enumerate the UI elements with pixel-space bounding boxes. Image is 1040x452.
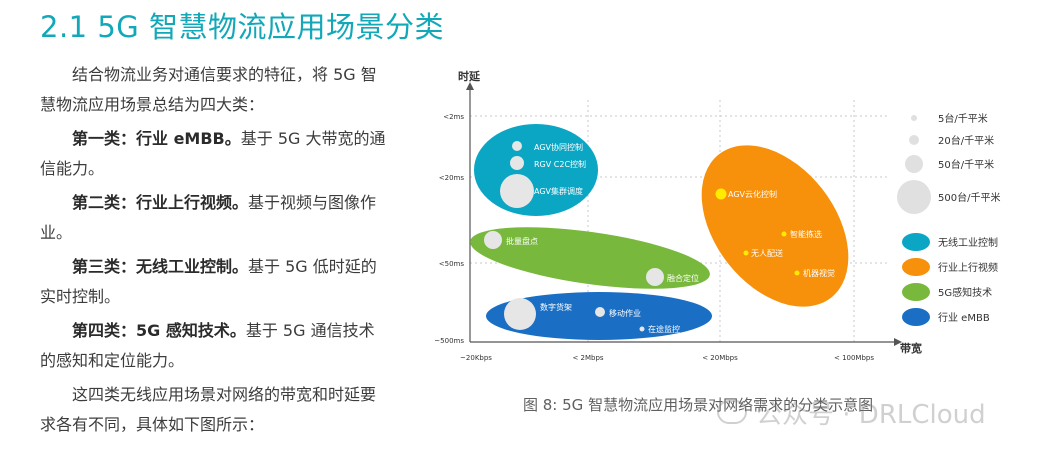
- color-legend-label: 行业上行视频: [938, 261, 998, 274]
- x-tick-label: < 20Mbps: [702, 354, 738, 362]
- x-tick-label: < 100Mbps: [834, 354, 874, 362]
- diagram-svg: 时延 带宽 <2ms <20ms <50ms ~500ms ~20Kbps < …: [434, 69, 1000, 362]
- y-axis-arrow: [466, 82, 474, 90]
- point-label: 机器视觉: [803, 268, 835, 278]
- point-label: 在途监控: [648, 324, 680, 334]
- y-tick-label: <20ms: [439, 174, 465, 182]
- color-legend-swatch: [902, 283, 930, 301]
- x-tick-label: ~20Kbps: [460, 354, 492, 362]
- axes: [466, 82, 902, 346]
- point-label: AGV集群调度: [534, 186, 583, 196]
- x-tick-label: < 2Mbps: [572, 354, 603, 362]
- x-axis-title: 带宽: [900, 341, 922, 355]
- watermark-logo-icon: [717, 400, 747, 424]
- paragraph-type-4: 第四类：5G 感知技术。基于 5G 通信技术的感知和定位能力。: [40, 321, 375, 370]
- color-legend-swatch: [902, 308, 930, 326]
- point-unmanned-delivery: [743, 250, 749, 256]
- point-label: 融合定位: [667, 273, 699, 283]
- group-ellipse-industrial-control: [474, 124, 598, 216]
- point-label: 移动作业: [609, 308, 641, 318]
- figure-caption: 图 8: 5G 智慧物流应用场景对网络需求的分类示意图: [523, 396, 874, 414]
- color-legend-swatch: [902, 233, 930, 251]
- group-ellipse-uplink-video: [701, 145, 849, 307]
- point-fused-positioning: [646, 268, 664, 286]
- point-label: RGV C2C控制: [534, 159, 586, 169]
- size-legend-marker: [905, 155, 923, 173]
- size-legend-label: 20台/千平米: [938, 134, 994, 147]
- point-label: 无人配送: [751, 248, 783, 258]
- y-axis-title: 时延: [458, 69, 481, 83]
- size-legend-label: 5台/千平米: [938, 112, 988, 125]
- body-text: 结合物流业务对通信要求的特征，将 5G 智慧物流应用场景总结为四大类： 第一类：…: [40, 60, 390, 444]
- color-legend-label: 5G感知技术: [938, 286, 992, 299]
- scenario-diagram: 时延 带宽 <2ms <20ms <50ms ~500ms ~20Kbps < …: [420, 60, 1020, 370]
- y-tick-label: <2ms: [443, 113, 464, 121]
- point-label: 智能拣选: [790, 229, 822, 239]
- y-tick-label: ~500ms: [434, 337, 464, 345]
- point-smart-picking: [781, 231, 787, 237]
- point-in-transit-monitoring: [639, 326, 645, 332]
- watermark: 公众号 · DRLCloud: [756, 400, 986, 430]
- size-legend-label: 500台/千平米: [938, 191, 1000, 204]
- size-legend-marker: [897, 180, 931, 214]
- color-legend-swatch: [902, 258, 930, 276]
- color-legend-label: 无线工业控制: [938, 236, 998, 249]
- size-legend-marker: [909, 135, 919, 145]
- paragraph-type-1: 第一类：行业 eMBB。基于 5G 大带宽的通信能力。: [40, 129, 386, 178]
- size-legend: 5台/千平米 20台/千平米 50台/千平米 500台/千平米: [897, 112, 1000, 214]
- page-title: 2.1 5G 智慧物流应用场景分类: [40, 10, 444, 44]
- color-legend: 无线工业控制 行业上行视频 5G感知技术 行业 eMBB: [902, 233, 998, 326]
- paragraph-type-3: 第三类：无线工业控制。基于 5G 低时延的实时控制。: [40, 257, 377, 306]
- point-batch-inventory: [484, 231, 502, 249]
- paragraph-summary: 这四类无线应用场景对网络的带宽和时延要求各有不同，具体如下图所示：: [40, 385, 377, 434]
- color-legend-label: 行业 eMBB: [938, 311, 990, 324]
- y-tick-label: <50ms: [439, 260, 465, 268]
- point-machine-vision: [794, 270, 800, 276]
- x-axis-arrow: [894, 338, 902, 346]
- group-ellipse-sensing: [470, 227, 710, 289]
- point-label: 数字货架: [540, 302, 572, 312]
- size-legend-label: 50台/千平米: [938, 158, 994, 171]
- point-label: AGV协同控制: [534, 142, 583, 152]
- point-label: AGV云化控制: [728, 189, 777, 199]
- point-agv-coop-control: [512, 141, 522, 151]
- point-label: 批量盘点: [506, 236, 538, 246]
- point-rgv-c2c-control: [510, 156, 524, 170]
- point-mobile-operation: [595, 307, 605, 317]
- paragraph-type-2: 第二类：行业上行视频。基于视频与图像作业。: [40, 193, 377, 242]
- point-agv-cloud-control: [715, 188, 727, 200]
- point-agv-cluster-dispatch: [500, 174, 534, 208]
- point-digital-shelf: [504, 298, 536, 330]
- paragraph-intro: 结合物流业务对通信要求的特征，将 5G 智慧物流应用场景总结为四大类：: [40, 65, 377, 114]
- size-legend-marker: [911, 115, 917, 121]
